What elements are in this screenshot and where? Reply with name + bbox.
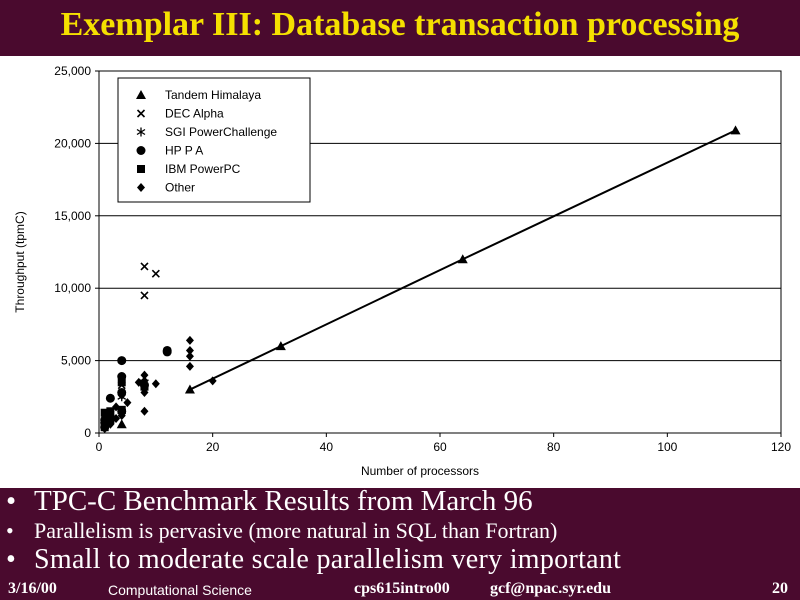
data-point-dec-alpha <box>140 262 149 271</box>
y-tick-label: 15,000 <box>54 209 91 223</box>
x-tick-label: 60 <box>433 440 447 454</box>
data-point-tandem-himalaya <box>184 384 195 394</box>
data-point-other <box>117 390 126 400</box>
x-tick-label: 100 <box>657 440 677 454</box>
y-tick-label: 10,000 <box>54 281 91 295</box>
legend-label: DEC Alpha <box>165 107 224 121</box>
x-tick-label: 40 <box>320 440 334 454</box>
data-point-other <box>185 361 194 371</box>
legend-marker <box>136 146 146 155</box>
data-point-other <box>100 424 109 434</box>
data-point-ibm-powerpc <box>140 382 149 391</box>
bullet-text: TPC-C Benchmark Results from March 96 <box>34 485 533 517</box>
slide-footer: 3/16/00 Computational Science cps615intr… <box>0 578 800 600</box>
legend-marker <box>136 109 146 118</box>
bullet-text: Parallelism is pervasive (more natural i… <box>34 518 558 543</box>
data-point-other <box>112 414 121 424</box>
data-point-other <box>123 398 132 408</box>
y-tick-label: 25,000 <box>54 64 91 78</box>
legend-label: SGI PowerChallenge <box>165 125 277 139</box>
data-point-ibm-powerpc <box>100 408 109 417</box>
data-point-hp-p-a <box>105 393 115 403</box>
legend-marker <box>136 127 146 137</box>
data-point-other <box>185 335 194 345</box>
legend-label: Other <box>165 181 195 195</box>
x-tick-label: 20 <box>206 440 220 454</box>
data-point-tandem-himalaya <box>457 254 468 264</box>
legend-marker <box>136 90 146 99</box>
legend-label: IBM PowerPC <box>165 162 241 176</box>
y-axis-label: Throughput (tpmC) <box>13 211 27 312</box>
series-other <box>100 335 217 434</box>
data-point-other <box>140 370 149 380</box>
series-tandem-himalaya <box>116 125 741 429</box>
legend-marker <box>137 183 145 192</box>
footer-date: 3/16/00 <box>8 580 57 597</box>
legend-label: HP P A <box>165 144 203 158</box>
y-tick-label: 5,000 <box>61 354 91 368</box>
data-point-hp-p-a <box>117 356 127 366</box>
data-point-other <box>140 406 149 416</box>
chart-panel: 0 5,000 10,000 15,000 20,000 25,000 0 20 40 60 80 1… <box>0 56 800 488</box>
data-point-dec-alpha <box>140 291 149 300</box>
data-point-dec-alpha <box>151 269 160 278</box>
x-tick-label: 80 <box>547 440 561 454</box>
data-point-other <box>112 402 121 412</box>
scatter-chart: 0 5,000 10,000 15,000 20,000 25,000 0 20 40 60 80 1… <box>13 64 791 478</box>
data-point-other <box>208 376 217 386</box>
footer-email: gcf@npac.syr.edu <box>490 580 611 597</box>
bullet-marker: • <box>6 518 14 543</box>
footer-file: cps615intro00 <box>354 580 450 597</box>
bullet-item-2: • Parallelism is pervasive (more natural … <box>6 518 557 544</box>
data-point-other <box>140 376 149 386</box>
data-point-tandem-himalaya <box>275 341 286 351</box>
y-tick-label: 0 <box>84 426 91 440</box>
data-point-other <box>151 379 160 389</box>
series-line-tandem-himalaya <box>189 129 736 391</box>
bullet-marker: • <box>6 485 17 517</box>
data-point-other <box>185 351 194 361</box>
footer-page-number: 20 <box>772 580 788 597</box>
data-point-tandem-himalaya <box>730 125 741 135</box>
data-point-other <box>134 377 143 387</box>
bullet-text: Small to moderate scale parallelism very… <box>34 544 622 575</box>
legend-label: Tandem Himalaya <box>165 88 261 102</box>
data-point-ibm-powerpc <box>100 417 109 426</box>
slide-title: Exemplar III: Database transaction proce… <box>60 6 740 43</box>
legend-marker <box>137 165 145 173</box>
bullet-marker: • <box>6 544 17 575</box>
y-tick-label: 20,000 <box>54 136 91 150</box>
data-point-other <box>185 345 194 355</box>
data-point-ibm-powerpc <box>117 378 126 387</box>
data-point-ibm-powerpc <box>117 405 126 414</box>
data-point-ibm-powerpc <box>106 407 115 416</box>
x-axis-label: Number of processors <box>361 464 479 478</box>
data-point-other <box>140 387 149 397</box>
x-tick-label: 0 <box>96 440 103 454</box>
legend-box <box>117 77 311 203</box>
legend: Tandem Himalaya DEC Alpha SGI PowerChallen… <box>117 77 311 203</box>
footer-course: Computational Science <box>108 582 252 598</box>
data-point-other <box>117 411 126 421</box>
bullet-item-1: • TPC-C Benchmark Results from March 96 <box>6 485 533 518</box>
data-point-tandem-himalaya <box>116 419 127 429</box>
data-point-hp-p-a <box>162 345 172 355</box>
bullet-item-3: • Small to moderate scale parallelism ver… <box>6 544 621 576</box>
x-tick-label: 120 <box>771 440 791 454</box>
data-point-other <box>106 419 115 429</box>
